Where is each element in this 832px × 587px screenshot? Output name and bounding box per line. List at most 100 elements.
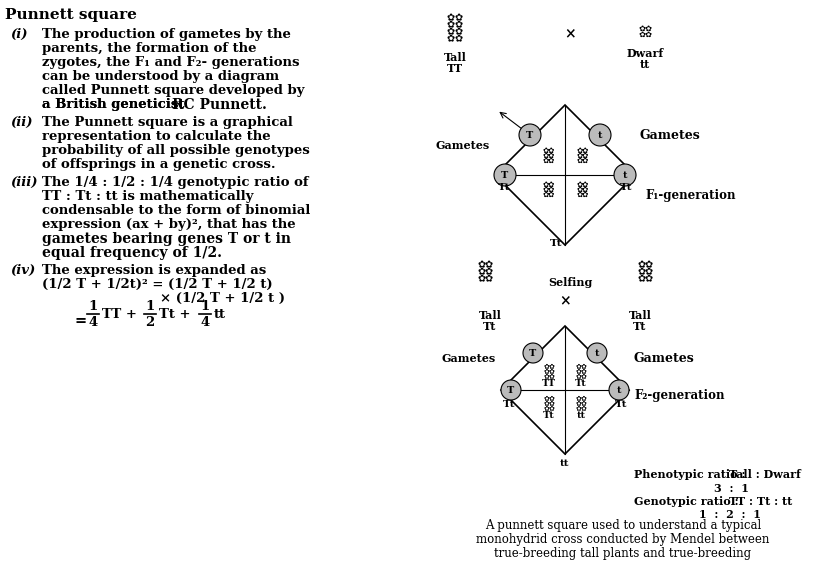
Text: ✿: ✿	[547, 150, 553, 160]
Text: The Punnett square is a graphical: The Punnett square is a graphical	[42, 116, 293, 129]
Text: × (1/2 T + 1/2 t ): × (1/2 T + 1/2 t )	[160, 292, 285, 305]
Text: ✿: ✿	[447, 20, 455, 30]
Text: Tt: Tt	[503, 400, 516, 409]
Text: ✿: ✿	[478, 274, 486, 284]
Text: ✿: ✿	[645, 267, 652, 277]
Text: ✿: ✿	[637, 274, 646, 284]
Text: a British geneticist: a British geneticist	[42, 98, 189, 111]
Polygon shape	[495, 105, 635, 245]
Text: ✿: ✿	[637, 260, 646, 270]
Text: T: T	[508, 386, 515, 394]
Text: ✿: ✿	[484, 260, 493, 270]
Text: Gametes: Gametes	[436, 140, 490, 150]
Text: zygotes, the F₁ and F₂- generations: zygotes, the F₁ and F₂- generations	[42, 56, 300, 69]
Text: ✿: ✿	[548, 373, 554, 379]
Circle shape	[587, 343, 607, 363]
Text: TT: TT	[542, 379, 556, 388]
Text: T: T	[527, 130, 533, 140]
Text: ✿: ✿	[581, 373, 587, 379]
Text: 2: 2	[146, 315, 155, 329]
Text: Gametes: Gametes	[442, 353, 496, 363]
Text: T: T	[502, 170, 508, 180]
Text: ✿: ✿	[637, 267, 646, 277]
Text: 4: 4	[201, 315, 210, 329]
Text: ✿: ✿	[547, 156, 553, 164]
Text: ✿: ✿	[576, 400, 582, 406]
Text: 1: 1	[146, 299, 155, 312]
Text: expression (ax + by)², that has the: expression (ax + by)², that has the	[42, 218, 295, 231]
Text: Tt: Tt	[498, 183, 511, 192]
Text: ✿: ✿	[581, 405, 587, 411]
Text: ✿: ✿	[542, 146, 548, 154]
Text: ✿: ✿	[478, 260, 486, 270]
Text: ✿: ✿	[455, 27, 463, 37]
Text: 1: 1	[88, 299, 97, 312]
Text: ✿: ✿	[548, 400, 554, 406]
Text: probability of all possible genotypes: probability of all possible genotypes	[42, 144, 310, 157]
Text: Gametes: Gametes	[640, 129, 701, 141]
Text: Tt: Tt	[543, 411, 555, 420]
Text: ✿: ✿	[576, 395, 582, 401]
Text: ✿: ✿	[542, 184, 548, 194]
Text: condensable to the form of binomial: condensable to the form of binomial	[42, 204, 310, 217]
Text: ✿: ✿	[577, 190, 582, 198]
Text: ✿: ✿	[542, 150, 548, 160]
Text: ✿: ✿	[576, 368, 582, 374]
Text: Genotypic ratio :: Genotypic ratio :	[634, 496, 739, 507]
Text: ✿: ✿	[577, 146, 582, 154]
Text: ✿: ✿	[638, 23, 646, 32]
Text: Tt: Tt	[620, 183, 632, 192]
Text: representation to calculate the: representation to calculate the	[42, 130, 270, 143]
Text: tt: tt	[214, 308, 226, 321]
Text: t: t	[597, 130, 602, 140]
Text: Tt: Tt	[549, 239, 562, 248]
Text: ✿: ✿	[645, 29, 651, 39]
Text: ✿: ✿	[542, 190, 548, 198]
Text: ✿: ✿	[548, 395, 554, 401]
Text: ✿: ✿	[542, 156, 548, 164]
Text: The production of gametes by the: The production of gametes by the	[42, 28, 291, 41]
Text: F₁-generation: F₁-generation	[645, 188, 735, 201]
Text: ✿: ✿	[638, 29, 646, 39]
Text: ✿: ✿	[543, 363, 549, 369]
Text: ✿: ✿	[581, 363, 587, 369]
Text: ✿: ✿	[548, 363, 554, 369]
Text: ✿: ✿	[548, 368, 554, 374]
Text: monohydrid cross conducted by Mendel between: monohydrid cross conducted by Mendel bet…	[476, 533, 770, 546]
Text: ✿: ✿	[547, 180, 553, 188]
Text: The 1/4 : 1/2 : 1/4 genotypic ratio of: The 1/4 : 1/2 : 1/4 genotypic ratio of	[42, 176, 309, 189]
Text: 1  :  2  :  1: 1 : 2 : 1	[699, 509, 761, 520]
Text: Dwarf: Dwarf	[626, 48, 664, 59]
Text: (i): (i)	[10, 28, 27, 41]
Polygon shape	[501, 326, 629, 454]
Text: Tt: Tt	[483, 321, 497, 332]
Text: (ii): (ii)	[10, 116, 32, 129]
Text: Tall: Tall	[443, 52, 467, 63]
Text: ✿: ✿	[543, 373, 549, 379]
Text: ✿: ✿	[582, 146, 587, 154]
Text: TT : Tt : tt: TT : Tt : tt	[729, 496, 792, 507]
Text: t: t	[622, 170, 627, 180]
Circle shape	[609, 380, 629, 400]
Text: ✿: ✿	[455, 20, 463, 30]
Text: ✿: ✿	[547, 190, 553, 198]
Text: ✿: ✿	[478, 267, 486, 277]
Text: (iii): (iii)	[10, 176, 37, 189]
Circle shape	[523, 343, 543, 363]
Circle shape	[501, 380, 521, 400]
Text: ✿: ✿	[447, 13, 455, 23]
Text: ✿: ✿	[548, 405, 554, 411]
Text: ✿: ✿	[582, 190, 587, 198]
Text: ✿: ✿	[581, 368, 587, 374]
Text: TT +: TT +	[102, 308, 137, 321]
Text: ✿: ✿	[645, 23, 651, 32]
Text: Punnett square: Punnett square	[5, 8, 137, 22]
Text: ✿: ✿	[581, 395, 587, 401]
Text: ✿: ✿	[447, 27, 455, 37]
Text: 3  :  1: 3 : 1	[714, 483, 749, 494]
Text: t: t	[617, 386, 622, 394]
Text: (1/2 T + 1/2t)² = (1/2 T + 1/2 t): (1/2 T + 1/2t)² = (1/2 T + 1/2 t)	[42, 278, 273, 291]
Text: TT: TT	[447, 63, 463, 74]
Text: ✿: ✿	[577, 156, 582, 164]
Text: ✿: ✿	[542, 180, 548, 188]
